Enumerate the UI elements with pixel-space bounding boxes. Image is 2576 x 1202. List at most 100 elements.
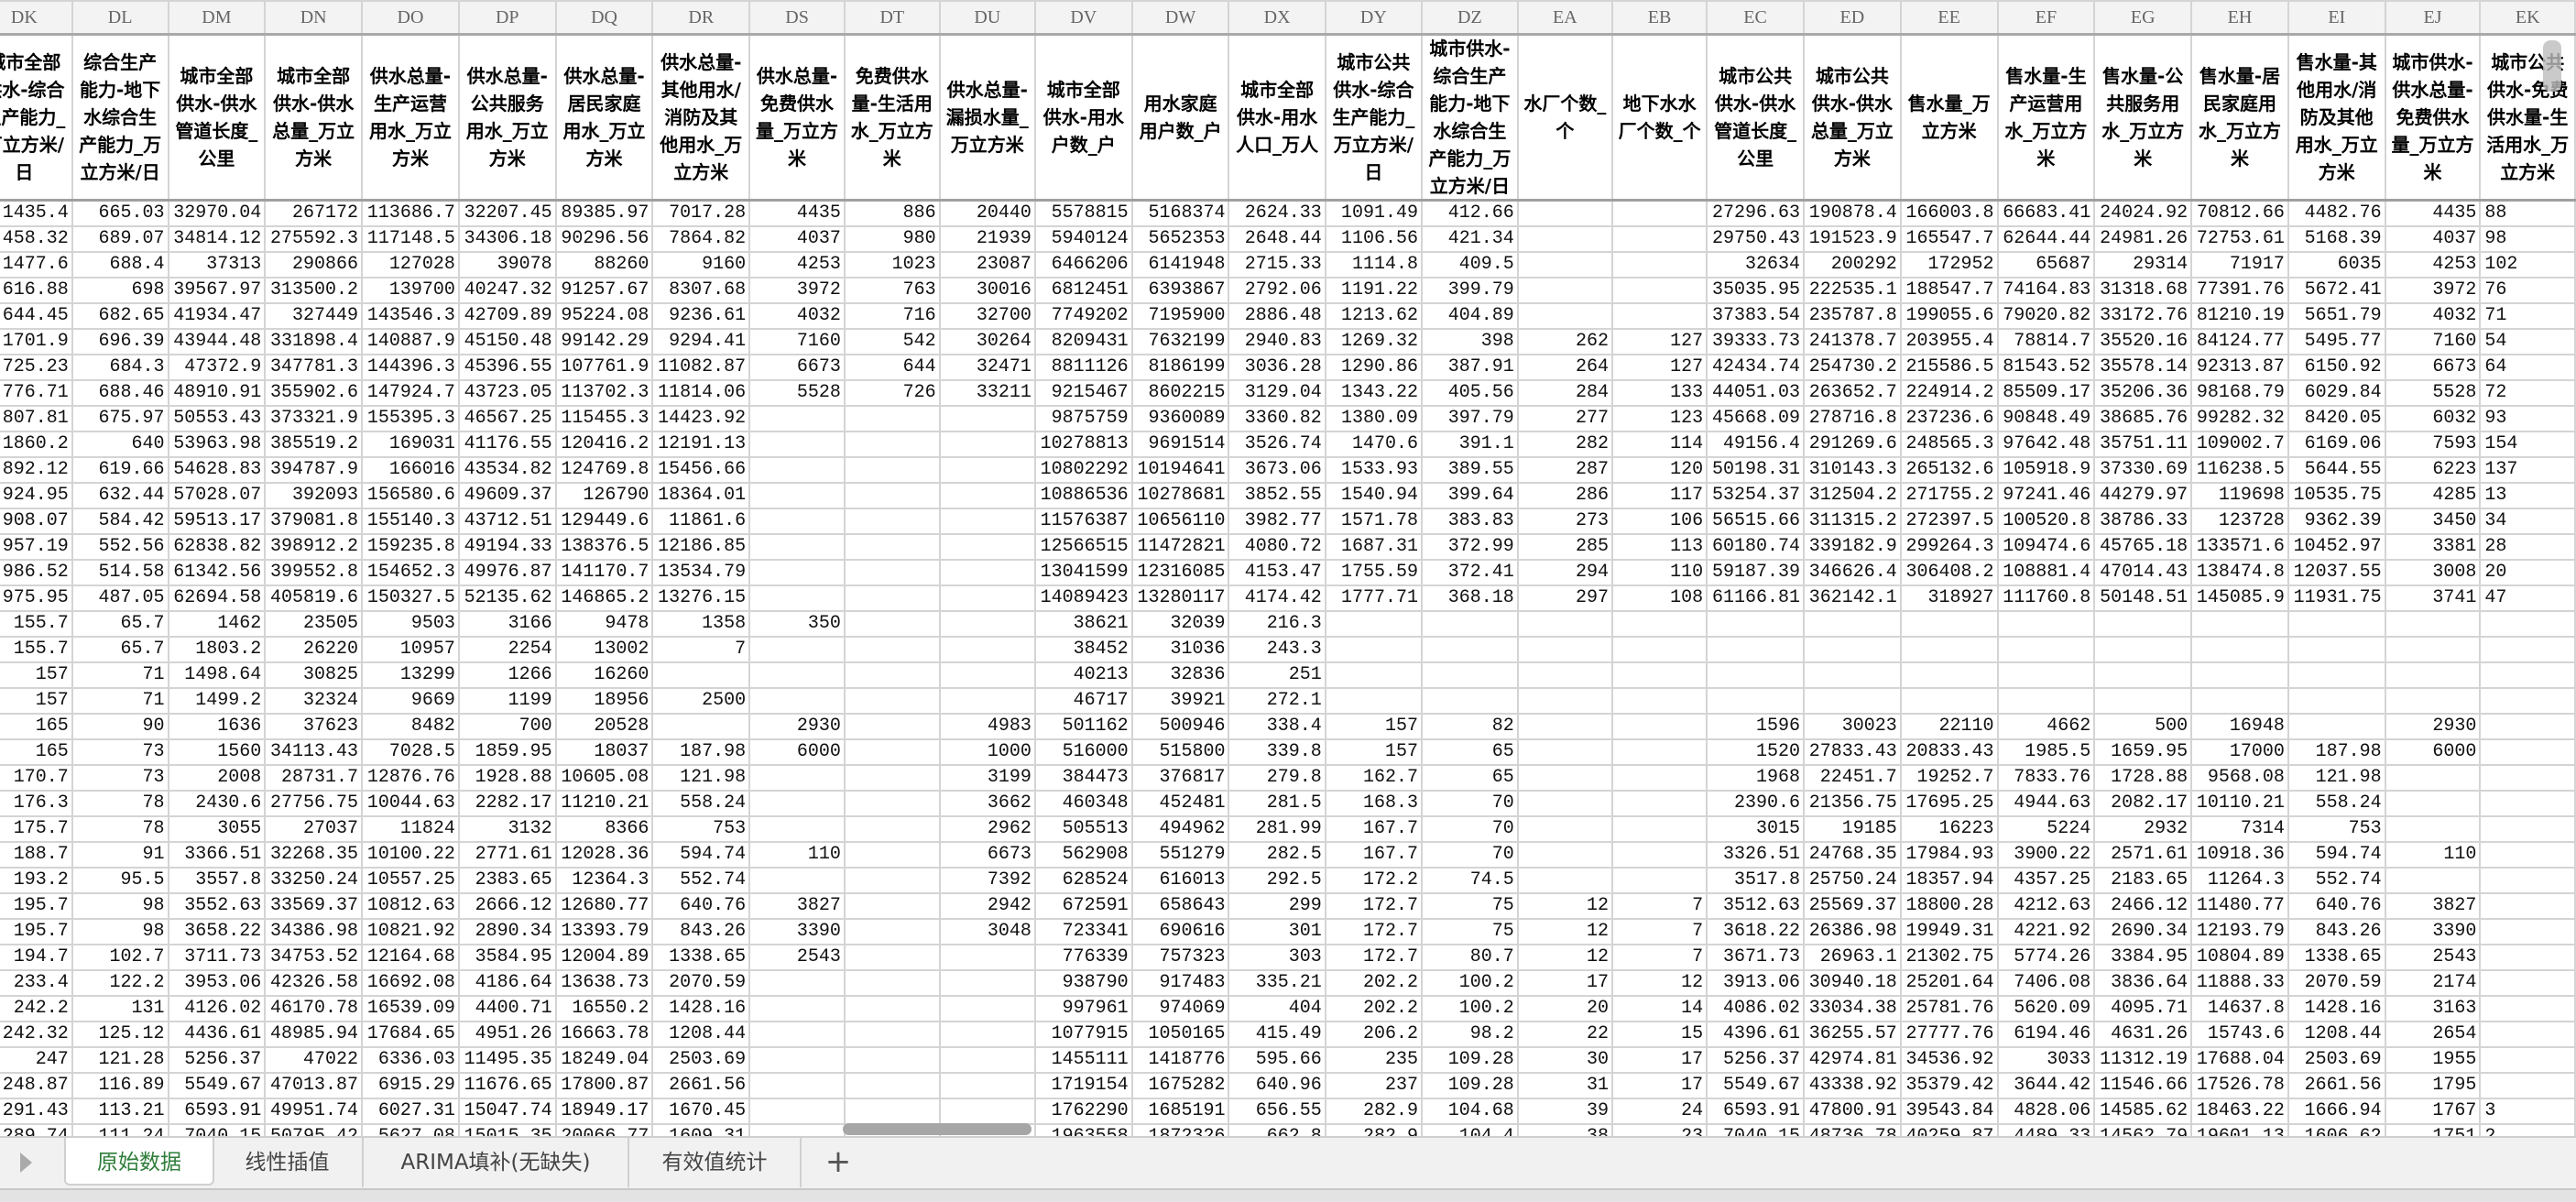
table-cell[interactable]: 32700 (938, 302, 1036, 330)
table-cell[interactable] (748, 815, 846, 843)
field-header-cell[interactable]: 综合生产能力-地下水综合生产能力_万立方米/日 (71, 33, 169, 202)
table-cell[interactable]: 162.7 (1324, 764, 1424, 792)
table-cell[interactable] (2384, 661, 2482, 689)
table-cell[interactable]: 306408.2 (1899, 559, 1999, 586)
table-cell[interactable] (2479, 636, 2576, 663)
table-cell[interactable]: 3618.22 (1706, 918, 1805, 945)
table-cell[interactable]: 1343.22 (1324, 379, 1424, 407)
table-cell[interactable]: 6223 (2384, 456, 2482, 484)
table-cell[interactable] (2479, 867, 2576, 894)
column-header-DY[interactable]: DY (1324, 0, 1424, 36)
table-cell[interactable]: 216.3 (1228, 610, 1326, 638)
table-cell[interactable]: 30825 (264, 661, 364, 689)
table-cell[interactable]: 37623 (264, 713, 364, 740)
table-cell[interactable]: 172.7 (1324, 892, 1424, 920)
table-cell[interactable]: 10918.36 (2190, 841, 2289, 869)
table-cell[interactable]: 70812.66 (2190, 199, 2289, 227)
table-cell[interactable]: 155.7 (0, 636, 73, 663)
table-cell[interactable]: 5940124 (1033, 225, 1133, 253)
table-cell[interactable]: 126790 (554, 482, 654, 509)
table-cell[interactable]: 7 (1610, 892, 1708, 920)
table-cell[interactable]: 3741 (2384, 585, 2482, 612)
table-cell[interactable]: 71 (71, 687, 169, 715)
table-cell[interactable] (1516, 199, 1613, 227)
table-cell[interactable]: 44051.03 (1706, 379, 1805, 407)
table-cell[interactable]: 1685191 (1130, 1098, 1230, 1125)
table-cell[interactable]: 552.74 (2287, 867, 2386, 894)
table-cell[interactable]: 37330.69 (2093, 456, 2193, 484)
table-cell[interactable]: 49156.4 (1706, 431, 1805, 458)
table-cell[interactable]: 763 (843, 277, 941, 304)
table-cell[interactable]: 1208.44 (2287, 1021, 2386, 1048)
table-cell[interactable]: 18949.17 (554, 1098, 654, 1125)
table-cell[interactable] (2190, 661, 2289, 689)
table-cell[interactable] (1610, 764, 1708, 792)
table-cell[interactable]: 2571.61 (2093, 841, 2193, 869)
table-cell[interactable] (843, 405, 941, 432)
table-cell[interactable]: 47800.91 (1802, 1098, 1902, 1125)
table-cell[interactable]: 458.32 (0, 225, 73, 253)
table-cell[interactable]: 1338.65 (2287, 944, 2386, 971)
table-cell[interactable] (2384, 687, 2482, 715)
table-cell[interactable] (1899, 661, 1999, 689)
table-cell[interactable]: 2624.33 (1228, 199, 1326, 227)
table-cell[interactable]: 3557.8 (167, 867, 267, 894)
table-cell[interactable]: 13 (2479, 482, 2576, 509)
table-cell[interactable]: 3711.73 (167, 944, 267, 971)
table-cell[interactable]: 1701.9 (0, 328, 73, 355)
table-cell[interactable] (938, 1046, 1036, 1074)
table-cell[interactable]: 188547.7 (1899, 277, 1999, 304)
table-cell[interactable]: 2886.48 (1228, 302, 1326, 330)
table-cell[interactable]: 383.83 (1421, 508, 1519, 535)
table-cell[interactable]: 32039 (1130, 610, 1230, 638)
table-cell[interactable]: 121.28 (71, 1046, 169, 1074)
table-cell[interactable]: 12876.76 (361, 764, 460, 792)
table-cell[interactable]: 2082.17 (2093, 790, 2193, 817)
table-cell[interactable]: 277 (1516, 405, 1613, 432)
table-cell[interactable]: 45765.18 (2093, 533, 2193, 561)
table-cell[interactable] (938, 636, 1036, 663)
table-cell[interactable]: 265132.6 (1899, 456, 1999, 484)
table-cell[interactable] (843, 764, 941, 792)
add-sheet-button[interactable]: + (824, 1143, 852, 1180)
table-cell[interactable]: 15456.66 (651, 456, 751, 484)
table-cell[interactable]: 35206.36 (2093, 379, 2193, 407)
table-cell[interactable]: 1762290 (1033, 1098, 1133, 1125)
table-cell[interactable] (843, 1098, 941, 1125)
table-cell[interactable]: 10452.97 (2287, 533, 2386, 561)
table-cell[interactable] (938, 1098, 1036, 1125)
table-cell[interactable]: 494962 (1130, 815, 1230, 843)
table-cell[interactable]: 31 (1516, 1072, 1613, 1099)
table-cell[interactable]: 16663.78 (554, 1021, 654, 1048)
table-cell[interactable]: 1666.94 (2287, 1098, 2386, 1125)
table-cell[interactable]: 138474.8 (2190, 559, 2289, 586)
table-cell[interactable]: 10821.92 (361, 918, 460, 945)
table-cell[interactable]: 206.2 (1324, 1021, 1424, 1048)
table-cell[interactable]: 6673 (938, 841, 1036, 869)
table-cell[interactable]: 514.58 (71, 559, 169, 586)
table-cell[interactable]: 242.32 (0, 1021, 73, 1048)
table-cell[interactable]: 975.95 (0, 585, 73, 612)
table-cell[interactable]: 619.66 (71, 456, 169, 484)
table-cell[interactable]: 7314 (2190, 815, 2289, 843)
table-cell[interactable]: 157 (0, 661, 73, 689)
table-cell[interactable]: 70 (1421, 815, 1519, 843)
table-cell[interactable]: 47022 (264, 1046, 364, 1074)
table-cell[interactable] (1516, 790, 1613, 817)
table-cell[interactable] (2479, 918, 2576, 945)
table-cell[interactable]: 123728 (2190, 508, 2289, 535)
table-cell[interactable]: 17688.04 (2190, 1046, 2289, 1074)
table-cell[interactable] (1802, 661, 1902, 689)
table-cell[interactable] (748, 482, 846, 509)
table-cell[interactable]: 1358 (651, 610, 751, 638)
table-cell[interactable] (1996, 610, 2096, 638)
table-cell[interactable]: 117 (1610, 482, 1708, 509)
table-cell[interactable] (748, 533, 846, 561)
table-cell[interactable]: 123 (1610, 405, 1708, 432)
table-cell[interactable]: 3390 (2384, 918, 2482, 945)
table-cell[interactable]: 98.2 (1421, 1021, 1519, 1048)
table-cell[interactable]: 13393.79 (554, 918, 654, 945)
table-cell[interactable]: 53963.98 (167, 431, 267, 458)
table-cell[interactable]: 30 (1516, 1046, 1613, 1074)
table-cell[interactable]: 251 (1228, 661, 1326, 689)
